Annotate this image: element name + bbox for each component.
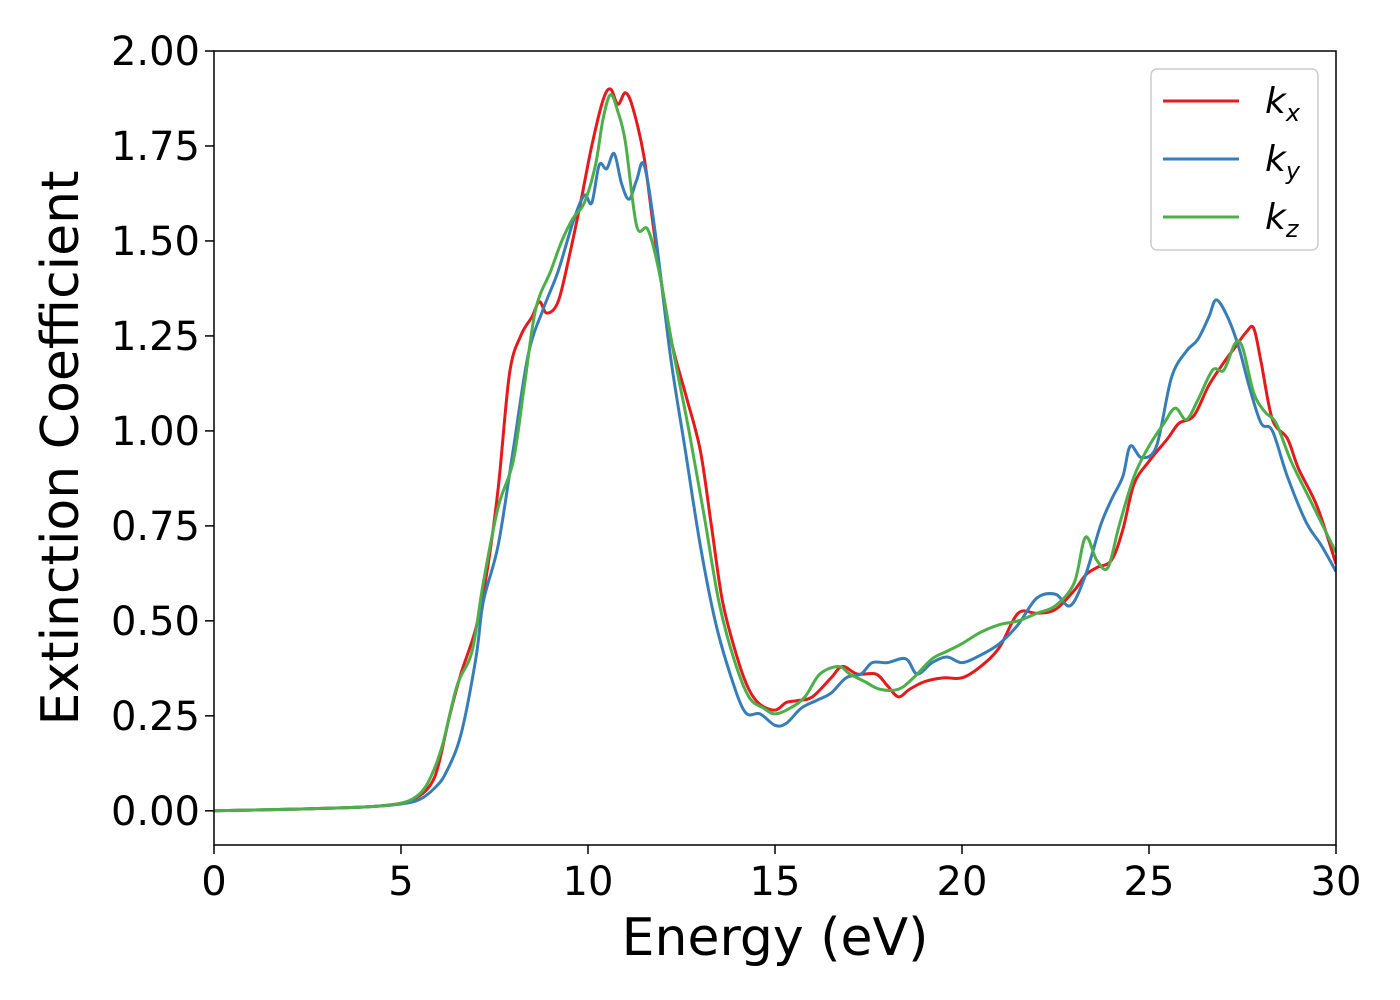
y-tick-label: 0.50 <box>111 599 200 645</box>
x-tick-label: 30 <box>1311 859 1362 905</box>
legend-label: kx <box>1265 81 1301 127</box>
series-line-kx <box>214 87 1336 813</box>
x-tick-label: 20 <box>937 859 988 905</box>
y-tick-label: 2.00 <box>111 29 200 75</box>
y-tick-label: 0.75 <box>111 504 200 550</box>
x-axis-title: Energy (eV) <box>622 908 929 968</box>
legend: kx ky kz <box>1150 68 1319 251</box>
y-tick-label: 1.75 <box>111 124 200 170</box>
x-tick-label: 0 <box>201 859 226 905</box>
legend-label: ky <box>1265 139 1301 185</box>
y-tick-label: 1.25 <box>111 314 200 360</box>
x-tick-label: 10 <box>563 859 614 905</box>
series-line-ky <box>214 151 1336 813</box>
ticks-layer: 0 5 10 15 20 25 30 0.00 0.25 0.50 0.75 1.00 1.25 1.50… <box>111 29 1362 905</box>
x-tick-label: 15 <box>750 859 801 905</box>
y-tick-label: 1.50 <box>111 219 200 265</box>
legend-label: kz <box>1265 197 1300 243</box>
x-tick-label: 25 <box>1124 859 1175 905</box>
y-tick-label: 0.25 <box>111 694 200 740</box>
series-line-kz <box>214 93 1336 813</box>
x-tick-label: 5 <box>388 859 413 905</box>
y-tick-label: 1.00 <box>111 409 200 455</box>
series-layer <box>214 87 1336 813</box>
y-axis-title: Extinction Coefficient <box>31 171 91 726</box>
y-tick-label: 0.00 <box>111 789 200 835</box>
